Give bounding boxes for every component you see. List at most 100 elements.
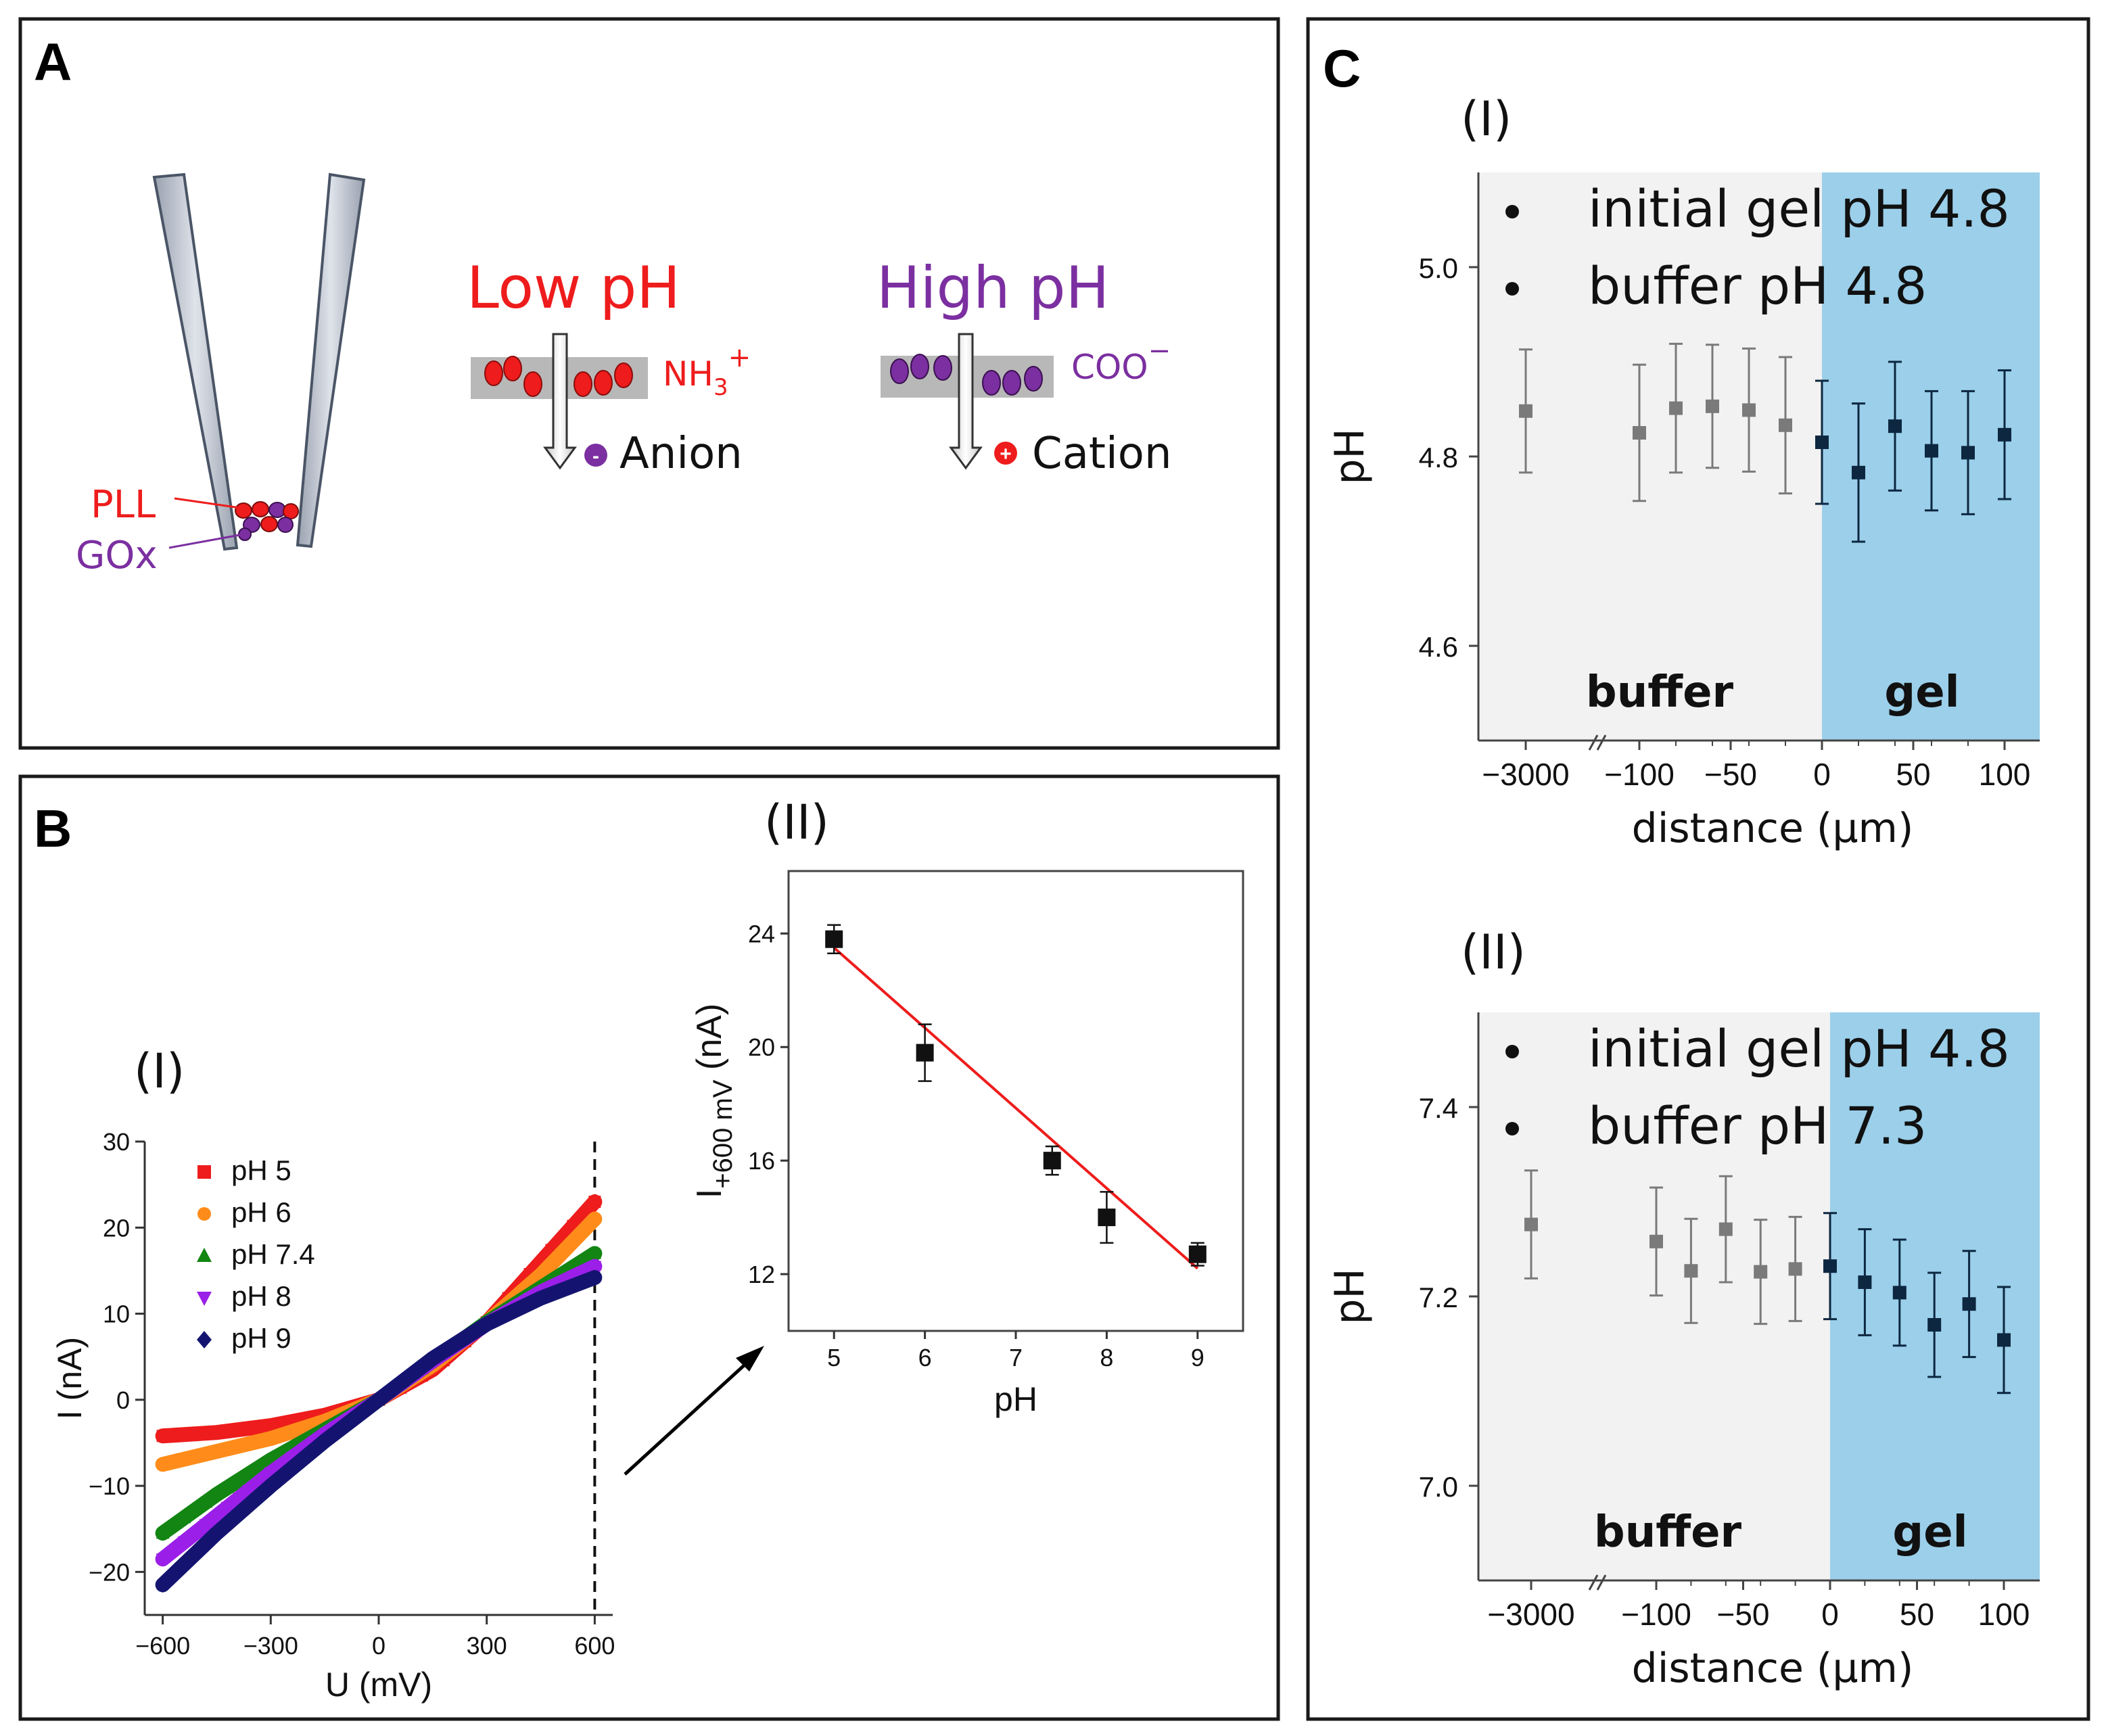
- plot-frame: [787, 870, 1244, 1332]
- series-ph-9: [155, 1269, 603, 1593]
- legend-label: pH 6: [231, 1196, 291, 1228]
- x-tick-label: 100: [1979, 757, 2031, 792]
- data-point: [350, 1408, 364, 1424]
- y-tick-label: 5.0: [1419, 252, 1458, 284]
- data-point: [178, 1428, 191, 1441]
- chart-b-i: −600 −300 0 300 600 −20 −10 0 10 20 30 U (mV) I (nA)…: [51, 1128, 615, 1704]
- x-tick-label: 0: [1821, 1597, 1839, 1632]
- y-tick-label: 20: [748, 1033, 775, 1061]
- x-tick-label: 7: [1009, 1344, 1023, 1371]
- data-point: [156, 1553, 170, 1567]
- y-tick-label: 12: [748, 1261, 775, 1288]
- x-tick-label: −100: [1621, 1597, 1691, 1632]
- axis-break-mark: [1588, 1574, 1599, 1591]
- gel-data-point: [1892, 1286, 1906, 1300]
- panel-b-letter: B: [34, 799, 72, 858]
- axis-break-mark: [1588, 734, 1599, 751]
- buffer-data-point: [1684, 1264, 1698, 1278]
- data-point: [221, 1425, 234, 1438]
- data-point: [242, 1466, 256, 1480]
- data-point: [588, 1213, 601, 1225]
- x-axis-title: U (mV): [325, 1666, 432, 1704]
- low-ph-flow-arrow: [543, 333, 577, 470]
- panel-c-letter: C: [1323, 39, 1361, 98]
- data-point: [307, 1442, 321, 1458]
- y-tick-label: 7.2: [1419, 1282, 1458, 1313]
- x-tick-label: −50: [1704, 757, 1757, 792]
- gel-data-point: [1997, 1333, 2011, 1347]
- low-ph-illustration: Low pH NH3+ - Anion: [467, 254, 751, 479]
- gel-data-point: [1815, 436, 1829, 449]
- data-point: [588, 1196, 601, 1209]
- legend-marker: [197, 1292, 212, 1306]
- panel-a-frame: [18, 17, 1280, 750]
- x-tick-label: 5: [827, 1344, 841, 1371]
- y-axis-title: pH: [1326, 428, 1374, 484]
- high-ph-illustration: High pH COO− + Cation: [876, 254, 1172, 479]
- y-axis-title-main: I: [690, 1189, 729, 1198]
- gel-region-label: gel: [1892, 1507, 1967, 1557]
- buffer-data-point: [1779, 418, 1792, 432]
- data-point: [1098, 1209, 1116, 1227]
- data-point: [479, 1316, 494, 1332]
- buffer-region-label: buffer: [1586, 667, 1734, 718]
- x-tick-label: −100: [1604, 757, 1675, 792]
- buffer-region: [1478, 172, 1822, 741]
- x-tick-label: 50: [1896, 757, 1930, 792]
- x-tick-label: 300: [467, 1632, 507, 1660]
- cation-icon-sign: +: [1000, 443, 1012, 465]
- x-tick-label: 0: [1813, 757, 1831, 792]
- y-axis-title: I (nA): [51, 1337, 89, 1420]
- x-axis-title: distance (µm): [1632, 1645, 1914, 1692]
- chart-b-ii: 5 6 7 8 9 12 16 20 24 pH I+600 mV (nA): [690, 870, 1244, 1418]
- high-ph-flow-arrow: [949, 333, 983, 470]
- pll-label: PLL: [91, 483, 156, 527]
- x-tick-label: −50: [1716, 1597, 1769, 1632]
- y-tick-label: 30: [103, 1128, 130, 1156]
- legend-label: buffer pH 4.8: [1588, 256, 1927, 316]
- legend-marker: [197, 1165, 211, 1179]
- high-ph-title: High pH: [876, 254, 1109, 322]
- chart-c-ii: 7.0 7.2 7.4 −3000 −100 −50 0 50 100 distance (µm)…: [1326, 1012, 2040, 1692]
- panel-c: C (I) (II) 4.6 4.8 5.0 −3000 −100 −50 0 50 100 di…: [1306, 17, 2090, 1721]
- connector-arrow-line: [624, 1358, 752, 1476]
- nanopipette-illustration: PLL GOx: [76, 172, 366, 578]
- buffer-data-point: [1718, 1222, 1733, 1236]
- buffer-data-point: [1706, 399, 1719, 413]
- nh3-label: NH3+: [663, 342, 751, 401]
- data-point: [156, 1458, 169, 1471]
- x-tick-label: −600: [135, 1632, 190, 1660]
- gox-label: GOx: [76, 534, 158, 578]
- data-point: [588, 1246, 602, 1259]
- legend-label: initial gel pH 4.8: [1588, 1018, 2010, 1079]
- data-point: [220, 1516, 235, 1532]
- data-point: [156, 1576, 170, 1593]
- gel-data-point: [1961, 446, 1975, 460]
- legend-marker: [197, 1248, 212, 1262]
- data-point: [588, 1269, 602, 1286]
- anion-icon: [584, 444, 607, 467]
- y-tick-label: −20: [89, 1558, 130, 1586]
- legend-label: pH 5: [231, 1154, 291, 1186]
- data-point: [264, 1420, 277, 1432]
- panel-c-frame: [1306, 17, 2090, 1721]
- legend-bullet: [1505, 205, 1519, 218]
- gel-data-point: [1927, 1318, 1942, 1332]
- gel-data-point: [1998, 427, 2011, 442]
- data-point: [566, 1271, 580, 1284]
- x-tick-label: −300: [243, 1632, 298, 1660]
- y-tick-label: 7.0: [1419, 1471, 1458, 1503]
- x-tick-label: 8: [1100, 1344, 1113, 1371]
- x-tick-label: 6: [918, 1344, 932, 1371]
- x-tick-label: 0: [372, 1632, 385, 1660]
- data-point: [220, 1480, 235, 1493]
- y-tick-label: 16: [748, 1147, 775, 1175]
- anion-icon-sign: -: [592, 445, 599, 467]
- data-point: [199, 1535, 213, 1552]
- data-point: [242, 1497, 256, 1513]
- gel-data-point: [1888, 419, 1902, 433]
- y-tick-label: 4.6: [1419, 631, 1458, 663]
- data-point: [177, 1536, 191, 1549]
- data-point: [156, 1526, 170, 1539]
